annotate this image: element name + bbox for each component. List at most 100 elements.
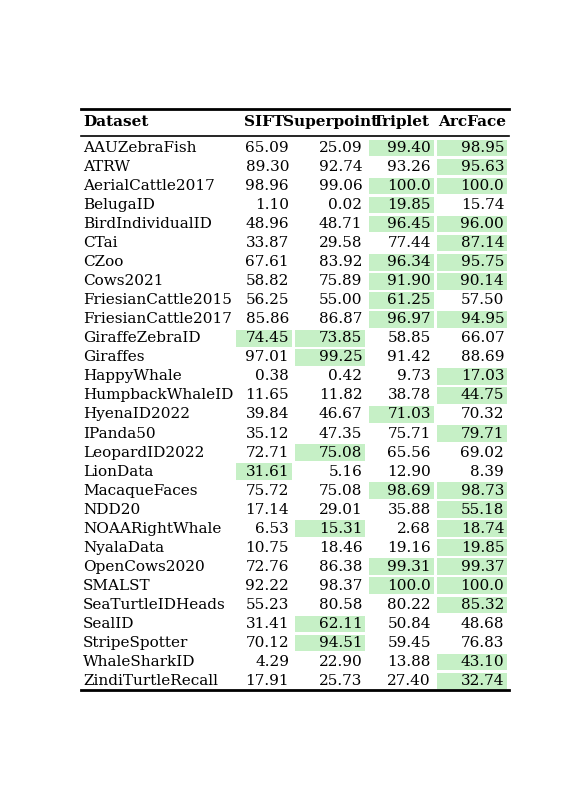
Text: 35.88: 35.88 bbox=[388, 503, 431, 516]
Text: 96.45: 96.45 bbox=[388, 217, 431, 231]
Text: BelugaID: BelugaID bbox=[83, 198, 155, 212]
Text: 57.50: 57.50 bbox=[461, 293, 504, 307]
Text: 85.32: 85.32 bbox=[461, 598, 504, 612]
Text: 94.51: 94.51 bbox=[319, 636, 362, 650]
Text: Superpoint: Superpoint bbox=[282, 115, 378, 129]
Text: 67.61: 67.61 bbox=[246, 255, 289, 270]
Text: 5.16: 5.16 bbox=[328, 465, 362, 479]
Text: WhaleSharkID: WhaleSharkID bbox=[83, 655, 196, 669]
Text: 96.34: 96.34 bbox=[388, 255, 431, 270]
FancyBboxPatch shape bbox=[437, 425, 507, 442]
Text: 0.42: 0.42 bbox=[328, 369, 362, 384]
FancyBboxPatch shape bbox=[437, 558, 507, 575]
Text: 33.87: 33.87 bbox=[246, 236, 289, 250]
Text: 11.65: 11.65 bbox=[246, 388, 289, 402]
Text: 65.56: 65.56 bbox=[388, 446, 431, 460]
Text: 75.08: 75.08 bbox=[319, 446, 362, 460]
Text: 12.90: 12.90 bbox=[387, 465, 431, 479]
Text: HappyWhale: HappyWhale bbox=[83, 369, 182, 384]
FancyBboxPatch shape bbox=[369, 558, 434, 575]
FancyBboxPatch shape bbox=[369, 140, 434, 156]
Text: 83.92: 83.92 bbox=[319, 255, 362, 270]
Text: 0.38: 0.38 bbox=[255, 369, 289, 384]
Text: 31.61: 31.61 bbox=[246, 465, 289, 479]
FancyBboxPatch shape bbox=[296, 634, 365, 651]
Text: 58.85: 58.85 bbox=[388, 332, 431, 345]
FancyBboxPatch shape bbox=[296, 615, 365, 632]
Text: 32.74: 32.74 bbox=[461, 674, 504, 688]
Text: 15.31: 15.31 bbox=[319, 522, 362, 536]
Text: AAUZebraFish: AAUZebraFish bbox=[83, 141, 197, 155]
Text: 100.0: 100.0 bbox=[461, 179, 504, 193]
Text: FriesianCattle2015: FriesianCattle2015 bbox=[83, 293, 232, 307]
Text: 0.02: 0.02 bbox=[328, 198, 362, 212]
FancyBboxPatch shape bbox=[437, 539, 507, 556]
Text: Cows2021: Cows2021 bbox=[83, 274, 163, 288]
Text: 98.96: 98.96 bbox=[246, 179, 289, 193]
FancyBboxPatch shape bbox=[437, 483, 507, 499]
Text: SealID: SealID bbox=[83, 617, 135, 631]
FancyBboxPatch shape bbox=[369, 578, 434, 594]
FancyBboxPatch shape bbox=[437, 520, 507, 537]
FancyBboxPatch shape bbox=[437, 368, 507, 384]
FancyBboxPatch shape bbox=[437, 578, 507, 594]
Text: 73.85: 73.85 bbox=[319, 332, 362, 345]
Text: 1.10: 1.10 bbox=[255, 198, 289, 212]
FancyBboxPatch shape bbox=[437, 178, 507, 194]
FancyBboxPatch shape bbox=[437, 501, 507, 518]
Text: 79.71: 79.71 bbox=[461, 427, 504, 440]
Text: 2.68: 2.68 bbox=[397, 522, 431, 536]
Text: ArcFace: ArcFace bbox=[438, 115, 506, 129]
Text: 4.29: 4.29 bbox=[255, 655, 289, 669]
Text: IPanda50: IPanda50 bbox=[83, 427, 156, 440]
FancyBboxPatch shape bbox=[437, 235, 507, 252]
FancyBboxPatch shape bbox=[437, 273, 507, 289]
FancyBboxPatch shape bbox=[369, 273, 434, 289]
Text: SIFT: SIFT bbox=[244, 115, 284, 129]
Text: ATRW: ATRW bbox=[83, 160, 130, 174]
FancyBboxPatch shape bbox=[369, 292, 434, 309]
Text: 15.74: 15.74 bbox=[461, 198, 504, 212]
Text: 91.42: 91.42 bbox=[387, 351, 431, 365]
Text: 86.38: 86.38 bbox=[319, 560, 362, 574]
FancyBboxPatch shape bbox=[437, 216, 507, 233]
Text: 90.14: 90.14 bbox=[461, 274, 504, 288]
FancyBboxPatch shape bbox=[369, 196, 434, 214]
Text: 99.40: 99.40 bbox=[387, 141, 431, 155]
Text: 70.32: 70.32 bbox=[461, 407, 504, 421]
Text: 69.02: 69.02 bbox=[461, 446, 504, 460]
Text: 87.14: 87.14 bbox=[461, 236, 504, 250]
Text: 98.73: 98.73 bbox=[461, 483, 504, 498]
Text: 100.0: 100.0 bbox=[461, 578, 504, 593]
Text: 39.84: 39.84 bbox=[246, 407, 289, 421]
Text: 13.88: 13.88 bbox=[388, 655, 431, 669]
FancyBboxPatch shape bbox=[437, 597, 507, 613]
Text: 88.69: 88.69 bbox=[461, 351, 504, 365]
Text: 98.95: 98.95 bbox=[461, 141, 504, 155]
Text: 75.71: 75.71 bbox=[388, 427, 431, 440]
Text: 55.18: 55.18 bbox=[461, 503, 504, 516]
Text: 77.44: 77.44 bbox=[388, 236, 431, 250]
Text: 58.82: 58.82 bbox=[246, 274, 289, 288]
Text: 18.46: 18.46 bbox=[319, 541, 362, 555]
Text: 95.75: 95.75 bbox=[461, 255, 504, 270]
Text: OpenCows2020: OpenCows2020 bbox=[83, 560, 205, 574]
FancyBboxPatch shape bbox=[236, 330, 292, 347]
Text: 25.09: 25.09 bbox=[319, 141, 362, 155]
Text: SeaTurtleIDHeads: SeaTurtleIDHeads bbox=[83, 598, 226, 612]
Text: 72.76: 72.76 bbox=[246, 560, 289, 574]
Text: 91.90: 91.90 bbox=[387, 274, 431, 288]
FancyBboxPatch shape bbox=[369, 254, 434, 270]
Text: 99.31: 99.31 bbox=[388, 560, 431, 574]
FancyBboxPatch shape bbox=[437, 311, 507, 328]
Text: 17.03: 17.03 bbox=[461, 369, 504, 384]
Text: Triplet: Triplet bbox=[373, 115, 430, 129]
Text: 22.90: 22.90 bbox=[319, 655, 362, 669]
Text: 97.01: 97.01 bbox=[246, 351, 289, 365]
Text: 89.30: 89.30 bbox=[246, 160, 289, 174]
Text: 70.12: 70.12 bbox=[246, 636, 289, 650]
FancyBboxPatch shape bbox=[296, 520, 365, 537]
Text: AerialCattle2017: AerialCattle2017 bbox=[83, 179, 215, 193]
Text: 98.69: 98.69 bbox=[388, 483, 431, 498]
Text: CZoo: CZoo bbox=[83, 255, 124, 270]
